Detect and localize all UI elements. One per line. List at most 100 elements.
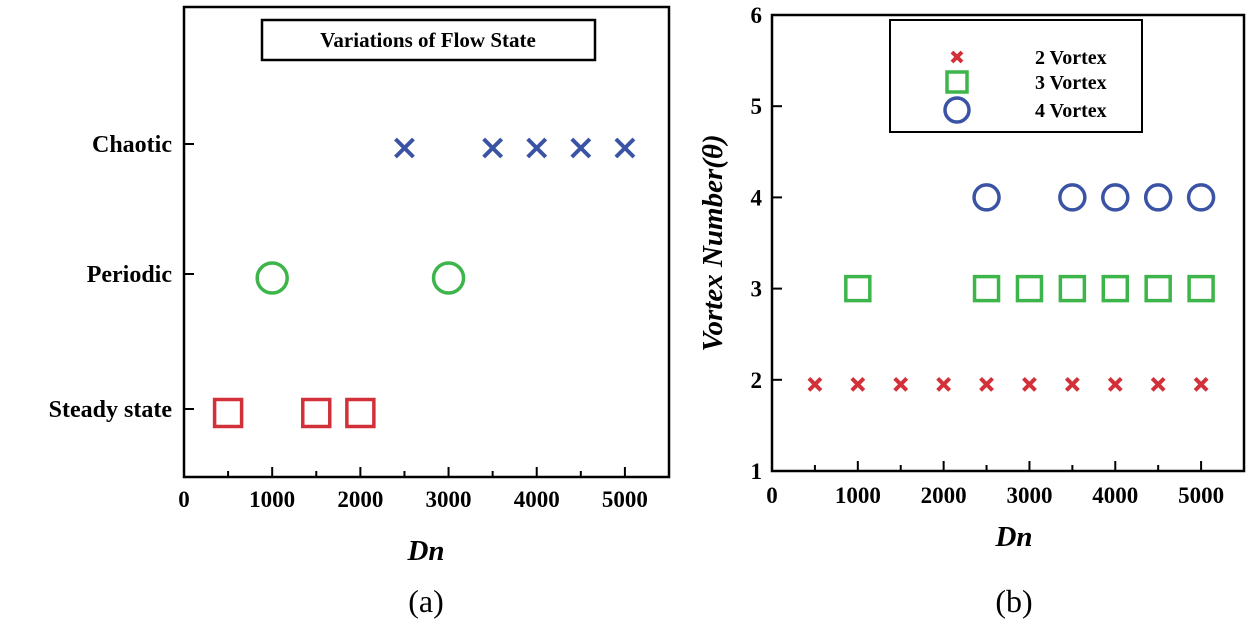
panel-a-marks xyxy=(212,137,636,429)
panel-b-point-circle xyxy=(1101,183,1130,212)
panel-a-point-square-shape xyxy=(301,397,332,429)
panel-b-point-square xyxy=(1015,274,1044,303)
panel-a-point-circle xyxy=(255,261,289,295)
panel-b-y-ticks: 1 2 3 4 5 6 xyxy=(751,3,782,484)
panel-a-category-label: Steady state xyxy=(49,397,173,423)
panel-b-point-x xyxy=(936,376,952,392)
panel-b-point-x xyxy=(1107,376,1123,392)
panel-b-point-x-stroke-2 xyxy=(979,376,994,392)
panel-a-point-circle-shape xyxy=(431,261,466,295)
panel-b-point-square xyxy=(972,274,1001,303)
panel-a-label: (a) xyxy=(408,583,444,619)
panel-a-point-square-shape xyxy=(212,397,244,429)
panel-a-point-x-stroke-2 xyxy=(614,137,636,159)
panel-a-category-label: Periodic xyxy=(87,262,173,288)
panel-a-point-circle-shape xyxy=(255,261,289,295)
panel-b-point-circle-shape xyxy=(1143,183,1173,212)
panel-b-x-tick-label: 3000 xyxy=(1006,483,1052,508)
panel-a-point-square xyxy=(301,397,332,429)
panel-a-point-square xyxy=(212,397,244,429)
panel-b-point-x xyxy=(979,376,994,392)
panel-a-point-x-stroke-2 xyxy=(570,137,592,159)
legend-box xyxy=(889,19,1143,133)
panel-b-point-x-stroke-2 xyxy=(1022,376,1037,392)
panel-a-plot-frame xyxy=(182,5,671,479)
panel-b-point-x-stroke-2 xyxy=(893,376,909,392)
panel-b-legend: 2 Vortex 3 Vortex 4 Vortex xyxy=(889,19,1143,133)
panel-b-point-x xyxy=(893,376,909,392)
panel-b-x-tick-label: 5000 xyxy=(1178,483,1224,508)
panel-b-point-square-shape xyxy=(1187,274,1215,303)
panel-b-point-x-stroke-2 xyxy=(1064,376,1080,392)
panel-b-point-x xyxy=(1193,376,1209,392)
legend-label: 4 Vortex xyxy=(1035,100,1107,122)
panel-a-category-label: Chaotic xyxy=(92,132,172,158)
panel-a-point-square-shape xyxy=(345,397,376,429)
panel-b-point-circle xyxy=(1058,183,1087,212)
legend-marker-x-stroke-2 xyxy=(950,50,964,64)
panel-a-y-categories: Steady state Periodic Chaotic xyxy=(49,132,194,423)
panel-b-point-square xyxy=(1144,274,1172,303)
panel-b-x-ticks: 0 1000 2000 3000 4000 5000 xyxy=(766,461,1224,508)
panel-b-x-tick-label: 2000 xyxy=(921,483,967,508)
panel-b-point-square-shape xyxy=(1015,274,1044,303)
panel-a-x-tick-label: 1000 xyxy=(249,487,295,512)
panel-b-point-square xyxy=(1101,274,1130,303)
panel-b-point-square-shape xyxy=(1144,274,1172,303)
panel-b-marks xyxy=(807,183,1216,392)
panel-a-point-x xyxy=(482,137,504,159)
panel-b-x-tick-label: 1000 xyxy=(835,483,881,508)
panel-b-point-x xyxy=(1150,376,1166,392)
panel-b-point-x xyxy=(1022,376,1037,392)
panel-a-point-x-stroke-2 xyxy=(394,137,415,159)
panel-b-point-x xyxy=(807,376,823,392)
panel-a-point-x xyxy=(570,137,592,159)
panel-b-point-circle xyxy=(1143,183,1173,212)
panel-b-point-x-stroke-2 xyxy=(850,376,866,392)
panel-b-point-x-stroke-2 xyxy=(1107,376,1123,392)
panel-a-x-tick-label: 3000 xyxy=(426,487,472,512)
panel-a-point-x-stroke-2 xyxy=(526,137,548,159)
legend-label: 3 Vortex xyxy=(1035,72,1107,94)
panel-a-title: Variations of Flow State xyxy=(320,28,536,52)
panel-b-y-tick-label: 4 xyxy=(751,185,763,210)
panel-b-x-tick-label: 4000 xyxy=(1092,483,1138,508)
panel-b-point-square xyxy=(1058,274,1087,303)
panel-b-y-axis-title: Vortex Number(θ) xyxy=(697,134,729,351)
panel-b-point-circle-shape xyxy=(1058,183,1087,212)
panel-a-point-x-stroke-2 xyxy=(482,137,504,159)
panel-a-point-circle xyxy=(431,261,466,295)
panel-b-point-circle-shape xyxy=(1186,183,1216,212)
legend-marker-circle-shape xyxy=(943,96,971,124)
panel-a-x-tick-label: 0 xyxy=(178,487,190,512)
panel-b-y-tick-label: 6 xyxy=(751,3,763,28)
legend-marker-square-shape xyxy=(945,70,969,94)
panel-b-point-x-stroke-2 xyxy=(807,376,823,392)
panel-b-point-square-shape xyxy=(844,274,872,303)
panel-a-point-x xyxy=(614,137,636,159)
panel-a: Variations of Flow State Dn (a) 0 1000 200… xyxy=(49,5,671,619)
panel-a-point-x xyxy=(394,137,415,159)
legend-marker-square xyxy=(945,70,969,94)
panel-b-point-square-shape xyxy=(972,274,1001,303)
panel-b-point-circle-shape xyxy=(972,183,1001,212)
panel-b-point-x-stroke-2 xyxy=(1150,376,1166,392)
panel-b-x-tick-label: 0 xyxy=(766,483,778,508)
panel-b-point-square-shape xyxy=(1101,274,1130,303)
panel-b-point-circle xyxy=(1186,183,1216,212)
panel-b-y-tick-label: 5 xyxy=(751,94,763,119)
panel-b-plot-frame xyxy=(770,13,1246,473)
panel-a-x-tick-label: 2000 xyxy=(337,487,383,512)
legend-marker-circle xyxy=(943,96,971,124)
panel-b-point-square xyxy=(844,274,872,303)
panel-b-point-x xyxy=(1064,376,1080,392)
legend-marker-x xyxy=(950,50,964,64)
panel-a-point-x xyxy=(526,137,548,159)
panel-a-x-ticks: 0 1000 2000 3000 4000 5000 xyxy=(178,467,648,512)
panel-b-point-square-shape xyxy=(1058,274,1087,303)
panel-b-point-circle-shape xyxy=(1101,183,1130,212)
panel-b-y-tick-label: 3 xyxy=(751,277,763,302)
panel-a-x-axis-title: Dn xyxy=(406,535,444,567)
legend-label: 2 Vortex xyxy=(1035,47,1107,69)
